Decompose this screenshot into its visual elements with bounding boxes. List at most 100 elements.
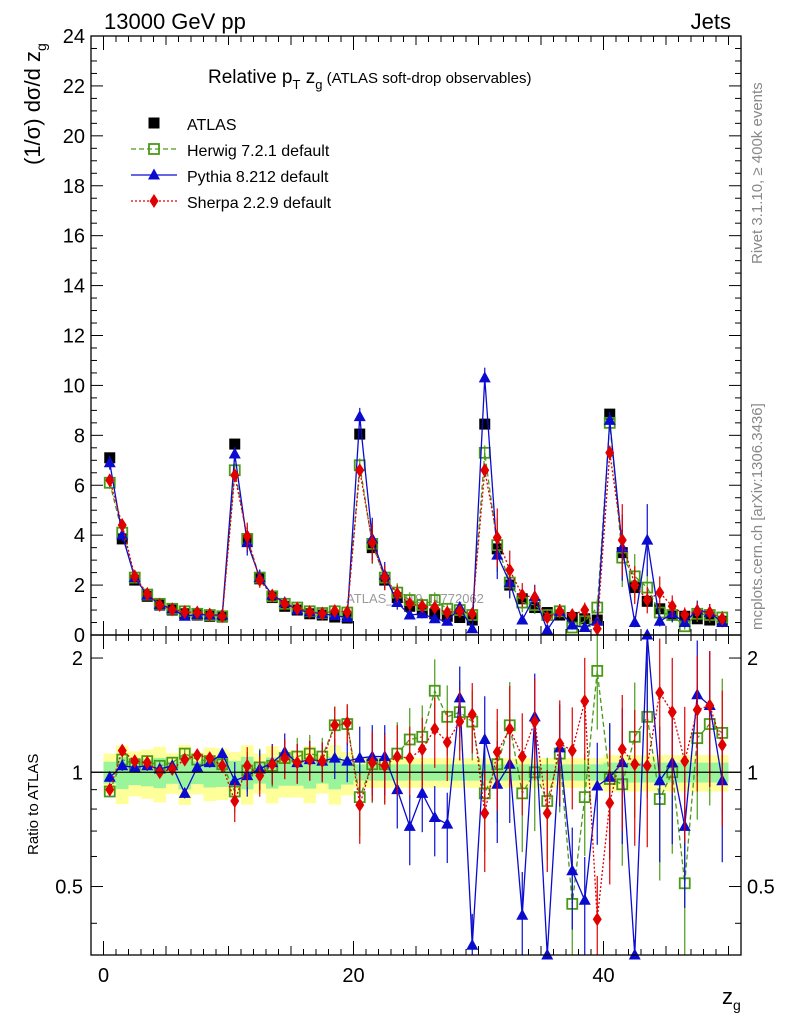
data-point xyxy=(353,751,366,763)
data-point xyxy=(167,602,177,617)
ratio-y-tick-label-right: 2 xyxy=(747,648,758,670)
data-point xyxy=(591,664,604,677)
ratio-y-tick-label: 2 xyxy=(72,648,83,670)
data-point xyxy=(116,759,129,771)
data-point xyxy=(142,755,152,770)
data-point xyxy=(628,616,641,628)
data-point xyxy=(480,806,490,821)
y-tick-label: 22 xyxy=(63,76,85,98)
data-point xyxy=(680,754,690,769)
main-sherpa xyxy=(105,445,727,636)
data-point xyxy=(130,754,140,769)
data-point xyxy=(430,722,440,737)
y-tick-label: 18 xyxy=(63,176,85,198)
data-point xyxy=(305,752,315,767)
data-point xyxy=(717,611,727,626)
data-point xyxy=(567,743,577,758)
data-point xyxy=(353,410,366,422)
data-point xyxy=(555,604,565,619)
ratio-y-axis-label: Ratio to ATLAS xyxy=(25,754,42,855)
data-point xyxy=(317,606,327,621)
y-tick-label: 14 xyxy=(63,276,85,298)
legend-label-herwig: Herwig 7.2.1 default xyxy=(187,143,330,160)
data-point xyxy=(428,811,441,823)
y-tick-label: 6 xyxy=(74,475,85,497)
series-line xyxy=(109,634,723,956)
title-part-c: (ATLAS soft-drop observables) xyxy=(322,70,531,87)
data-point xyxy=(492,530,502,545)
legend: ATLAS Herwig 7.2.1 default Pythia 8.212 … xyxy=(131,117,332,212)
data-point xyxy=(342,605,352,620)
data-point xyxy=(228,447,241,459)
data-point xyxy=(467,707,477,722)
x-axis-label: zg xyxy=(722,984,741,1013)
data-point xyxy=(580,694,590,709)
data-point xyxy=(292,601,302,616)
data-point xyxy=(267,757,277,772)
data-point xyxy=(442,735,452,750)
legend-label-sherpa: Sherpa 2.2.9 default xyxy=(187,195,332,212)
data-point xyxy=(478,371,491,383)
data-point xyxy=(605,795,615,810)
data-point xyxy=(242,529,252,544)
x-tick-label: 40 xyxy=(592,965,614,987)
data-point xyxy=(117,743,127,758)
data-point xyxy=(380,758,390,773)
data-point xyxy=(191,760,204,772)
data-point xyxy=(328,751,341,763)
legend-marker-pythia xyxy=(131,168,177,180)
data-point xyxy=(192,748,202,763)
data-point xyxy=(517,749,527,764)
y-axis-label-sub: g xyxy=(33,43,49,51)
data-point xyxy=(578,621,591,633)
data-point xyxy=(605,445,615,460)
data-point xyxy=(542,806,552,821)
data-point xyxy=(180,605,190,620)
data-point xyxy=(105,782,115,797)
data-point xyxy=(355,797,365,812)
band-inner xyxy=(178,756,191,790)
ratio-sherpa xyxy=(105,638,727,955)
data-point xyxy=(205,607,215,622)
x-axis-label-sub: g xyxy=(733,997,741,1013)
data-point xyxy=(641,533,654,545)
data-point xyxy=(580,603,590,618)
data-point xyxy=(717,737,727,752)
data-point xyxy=(680,608,690,623)
plot-title: Relative pT zg (ATLAS soft-drop observab… xyxy=(208,67,531,92)
legend-marker-herwig xyxy=(131,143,177,155)
data-point xyxy=(430,600,440,615)
data-point xyxy=(517,588,527,603)
data-point xyxy=(105,473,115,488)
title-sub-1: T xyxy=(293,77,301,92)
data-point xyxy=(442,605,452,620)
data-point xyxy=(417,599,427,614)
header-right: Jets xyxy=(691,9,731,34)
rivet-label: Rivet 3.1.10, ≥ 400k events xyxy=(749,82,766,264)
data-point xyxy=(441,614,454,626)
data-point xyxy=(578,791,591,804)
data-point xyxy=(217,758,227,773)
data-point xyxy=(330,718,340,733)
data-point xyxy=(705,698,715,713)
legend-symbol xyxy=(149,194,159,208)
data-point xyxy=(705,605,715,620)
data-point xyxy=(467,606,477,621)
data-point xyxy=(230,794,240,809)
data-point xyxy=(591,779,604,791)
data-point xyxy=(655,585,665,600)
data-point xyxy=(628,948,641,960)
data-point xyxy=(478,733,491,745)
legend-symbol xyxy=(148,168,160,180)
data-point xyxy=(642,758,652,773)
data-point xyxy=(341,754,354,766)
data-point xyxy=(617,533,627,548)
y-tick-label: 16 xyxy=(63,226,85,248)
data-point xyxy=(466,938,479,950)
data-point xyxy=(566,864,579,876)
ratio-y-tick-label-right: 1 xyxy=(747,762,758,784)
data-point xyxy=(479,418,491,430)
data-point xyxy=(692,604,702,619)
data-point xyxy=(578,893,591,905)
data-point xyxy=(667,705,677,720)
